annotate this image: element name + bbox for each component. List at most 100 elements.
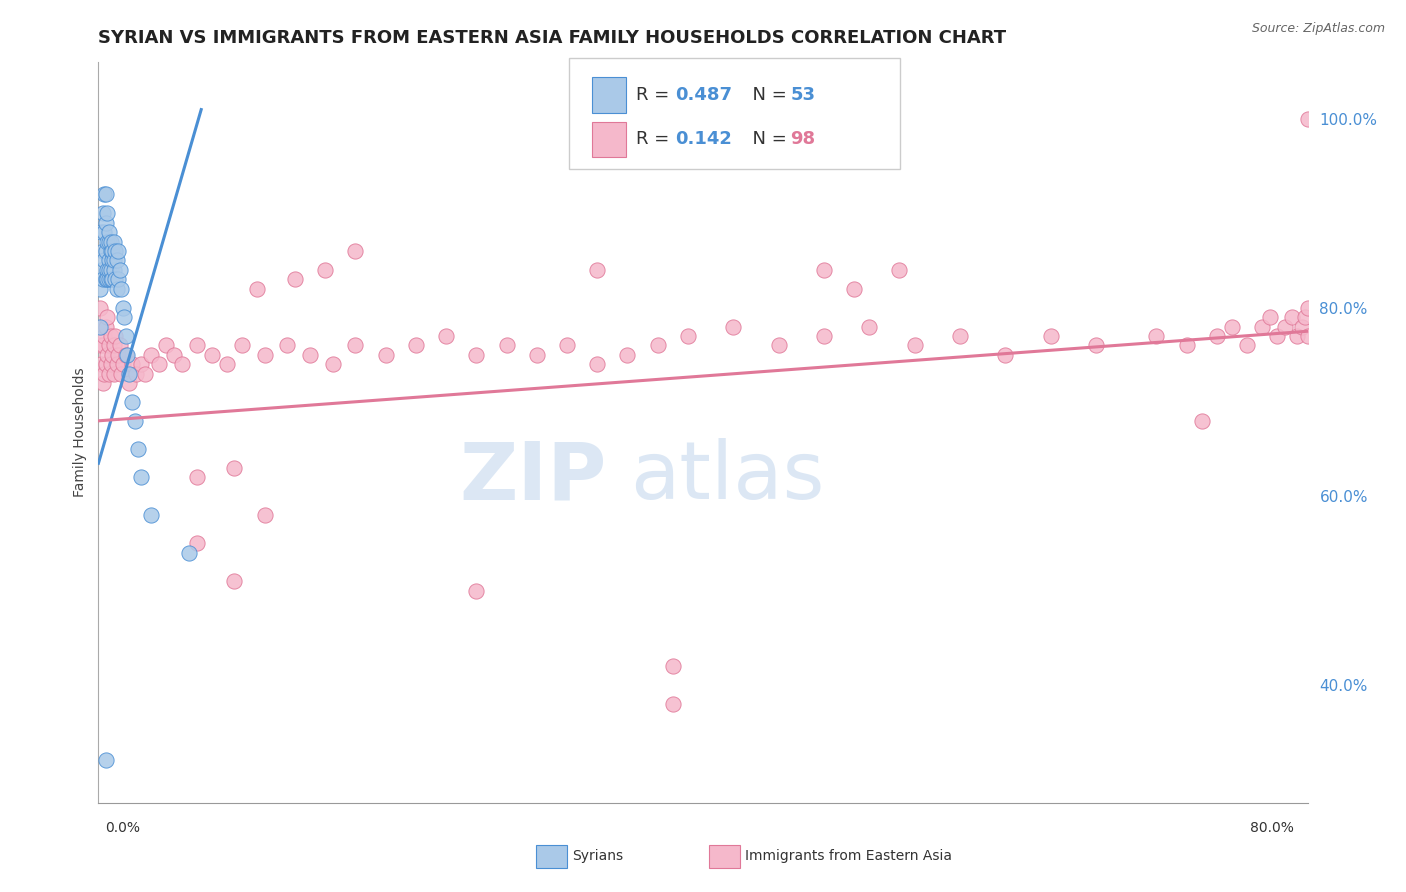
Point (186, 536, 208, 550)
Point (179, 546, 201, 560)
Text: 0.487: 0.487 (675, 87, 733, 104)
Point (94, 272, 117, 286)
Point (90, 225, 112, 239)
Point (100, 329, 122, 343)
Point (89, 338, 111, 352)
Point (1285, 329, 1308, 343)
Point (101, 348, 124, 362)
Point (110, 367, 132, 381)
Point (1220, 319, 1243, 334)
Point (96, 235, 118, 249)
Point (100, 244, 122, 258)
Point (98, 338, 121, 352)
Point (105, 253, 128, 268)
Point (299, 348, 322, 362)
Point (105, 282, 128, 296)
Text: 0.142: 0.142 (675, 130, 731, 148)
Point (105, 357, 128, 371)
Point (813, 263, 835, 277)
Point (101, 244, 124, 258)
Point (89, 282, 111, 296)
Point (114, 329, 136, 343)
Point (96, 272, 118, 286)
Point (94, 319, 117, 334)
Point (1144, 329, 1167, 343)
Text: Source: ZipAtlas.com: Source: ZipAtlas.com (1251, 22, 1385, 36)
Text: 53: 53 (790, 87, 815, 104)
Point (107, 272, 129, 286)
Point (1206, 329, 1229, 343)
Point (96, 206, 118, 220)
Point (1175, 338, 1198, 352)
Point (104, 244, 127, 258)
Point (1258, 310, 1281, 324)
Point (231, 338, 253, 352)
Point (100, 272, 122, 286)
Point (314, 263, 336, 277)
Point (108, 263, 131, 277)
Point (949, 329, 972, 343)
Point (1085, 338, 1108, 352)
Point (114, 348, 136, 362)
Point (163, 348, 186, 362)
Point (1274, 319, 1296, 334)
Point (121, 357, 143, 371)
Text: N =: N = (741, 130, 793, 148)
Text: N =: N = (741, 87, 793, 104)
Point (107, 244, 129, 258)
Point (1296, 301, 1319, 315)
Text: 80.0%: 80.0% (1250, 821, 1294, 835)
Point (224, 574, 246, 589)
Point (889, 263, 911, 277)
Point (91, 244, 114, 258)
Point (96, 348, 118, 362)
Point (112, 310, 135, 324)
Point (1191, 414, 1213, 428)
Point (100, 263, 122, 277)
Point (103, 235, 125, 249)
Point (1039, 329, 1062, 343)
Point (134, 367, 156, 381)
Point (844, 282, 866, 296)
Point (322, 357, 344, 371)
Text: atlas: atlas (630, 438, 825, 516)
Point (1267, 329, 1289, 343)
Point (994, 348, 1017, 362)
Point (526, 348, 548, 362)
Point (186, 338, 208, 352)
Point (98, 225, 121, 239)
Point (94, 187, 117, 202)
Point (104, 272, 127, 286)
Point (904, 338, 927, 352)
Point (107, 348, 129, 362)
Point (108, 338, 131, 352)
Point (104, 329, 127, 343)
Point (148, 357, 170, 371)
Point (118, 367, 141, 381)
Point (90, 357, 112, 371)
Point (661, 697, 683, 711)
Point (434, 329, 457, 343)
Point (98, 367, 121, 381)
Point (129, 357, 152, 371)
Text: Syrians: Syrians (572, 849, 623, 863)
Point (89, 301, 111, 315)
Point (586, 357, 609, 371)
Point (125, 367, 148, 381)
Point (90, 319, 112, 334)
Point (1296, 329, 1319, 343)
Point (96, 310, 118, 324)
Point (1281, 310, 1303, 324)
Point (94, 357, 117, 371)
Text: 98: 98 (790, 130, 815, 148)
Point (276, 338, 298, 352)
Point (676, 329, 699, 343)
Point (1236, 338, 1258, 352)
Point (813, 329, 835, 343)
Point (121, 395, 143, 409)
Point (405, 338, 427, 352)
Text: R =: R = (636, 87, 675, 104)
Point (90, 263, 112, 277)
Point (94, 244, 117, 258)
Y-axis label: Family Households: Family Households (73, 368, 87, 498)
